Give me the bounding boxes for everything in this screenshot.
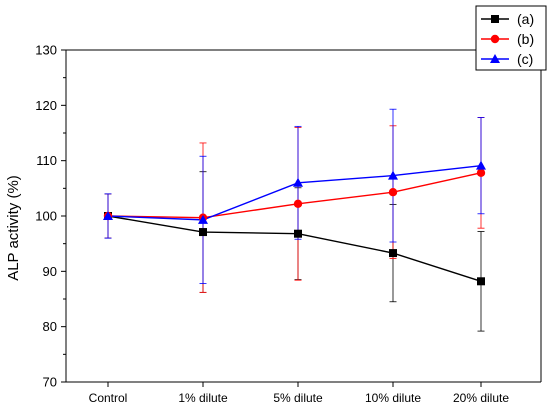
y-tick-label: 70 — [43, 375, 57, 390]
y-tick-label: 130 — [35, 43, 57, 58]
series-line-a — [107, 215, 482, 282]
data-point-a — [477, 277, 485, 286]
data-point-c — [293, 177, 303, 187]
data-point-a — [199, 228, 207, 237]
data-point-b — [476, 168, 486, 178]
y-tick-label: 110 — [36, 153, 57, 168]
x-tick-label: 10% dilute — [365, 391, 421, 405]
legend-box — [475, 5, 547, 71]
x-tick-label: 20% dilute — [453, 391, 509, 405]
axes: 70 80 90 100 110 120 130 Control 1% dilute 5% dil… — [35, 43, 542, 405]
y-axis-title: ALP activity (%) — [5, 175, 22, 281]
series-line-c — [107, 164, 482, 221]
series-markers — [103, 160, 486, 286]
data-point-a — [294, 229, 302, 238]
legend-marker-a — [491, 15, 499, 23]
series-lines — [107, 164, 482, 282]
x-tick-label: Control — [89, 391, 128, 405]
legend-marker-c — [490, 54, 500, 63]
data-point-c — [103, 211, 113, 220]
data-point-a — [389, 249, 397, 258]
data-point-c — [388, 170, 398, 180]
y-tick-label: 80 — [43, 319, 57, 334]
data-point-c — [198, 214, 208, 224]
legend: (a) (b) (c) — [475, 5, 547, 71]
legend-label-c: (c) — [517, 51, 533, 67]
data-point-c — [476, 160, 486, 170]
x-tick-label: 5% dilute — [273, 391, 323, 405]
data-point-b — [388, 188, 398, 197]
legend-label-b: (b) — [517, 31, 534, 47]
legend-marker-b — [490, 34, 500, 44]
x-tick-label: 1% dilute — [178, 391, 228, 405]
y-tick-label: 90 — [43, 264, 57, 279]
y-tick-label: 120 — [35, 98, 57, 113]
error-bars — [104, 108, 485, 332]
series-line-b — [107, 172, 482, 219]
data-point-b — [293, 199, 303, 209]
y-tick-label: 100 — [35, 209, 57, 224]
legend-label-a: (a) — [517, 11, 534, 27]
